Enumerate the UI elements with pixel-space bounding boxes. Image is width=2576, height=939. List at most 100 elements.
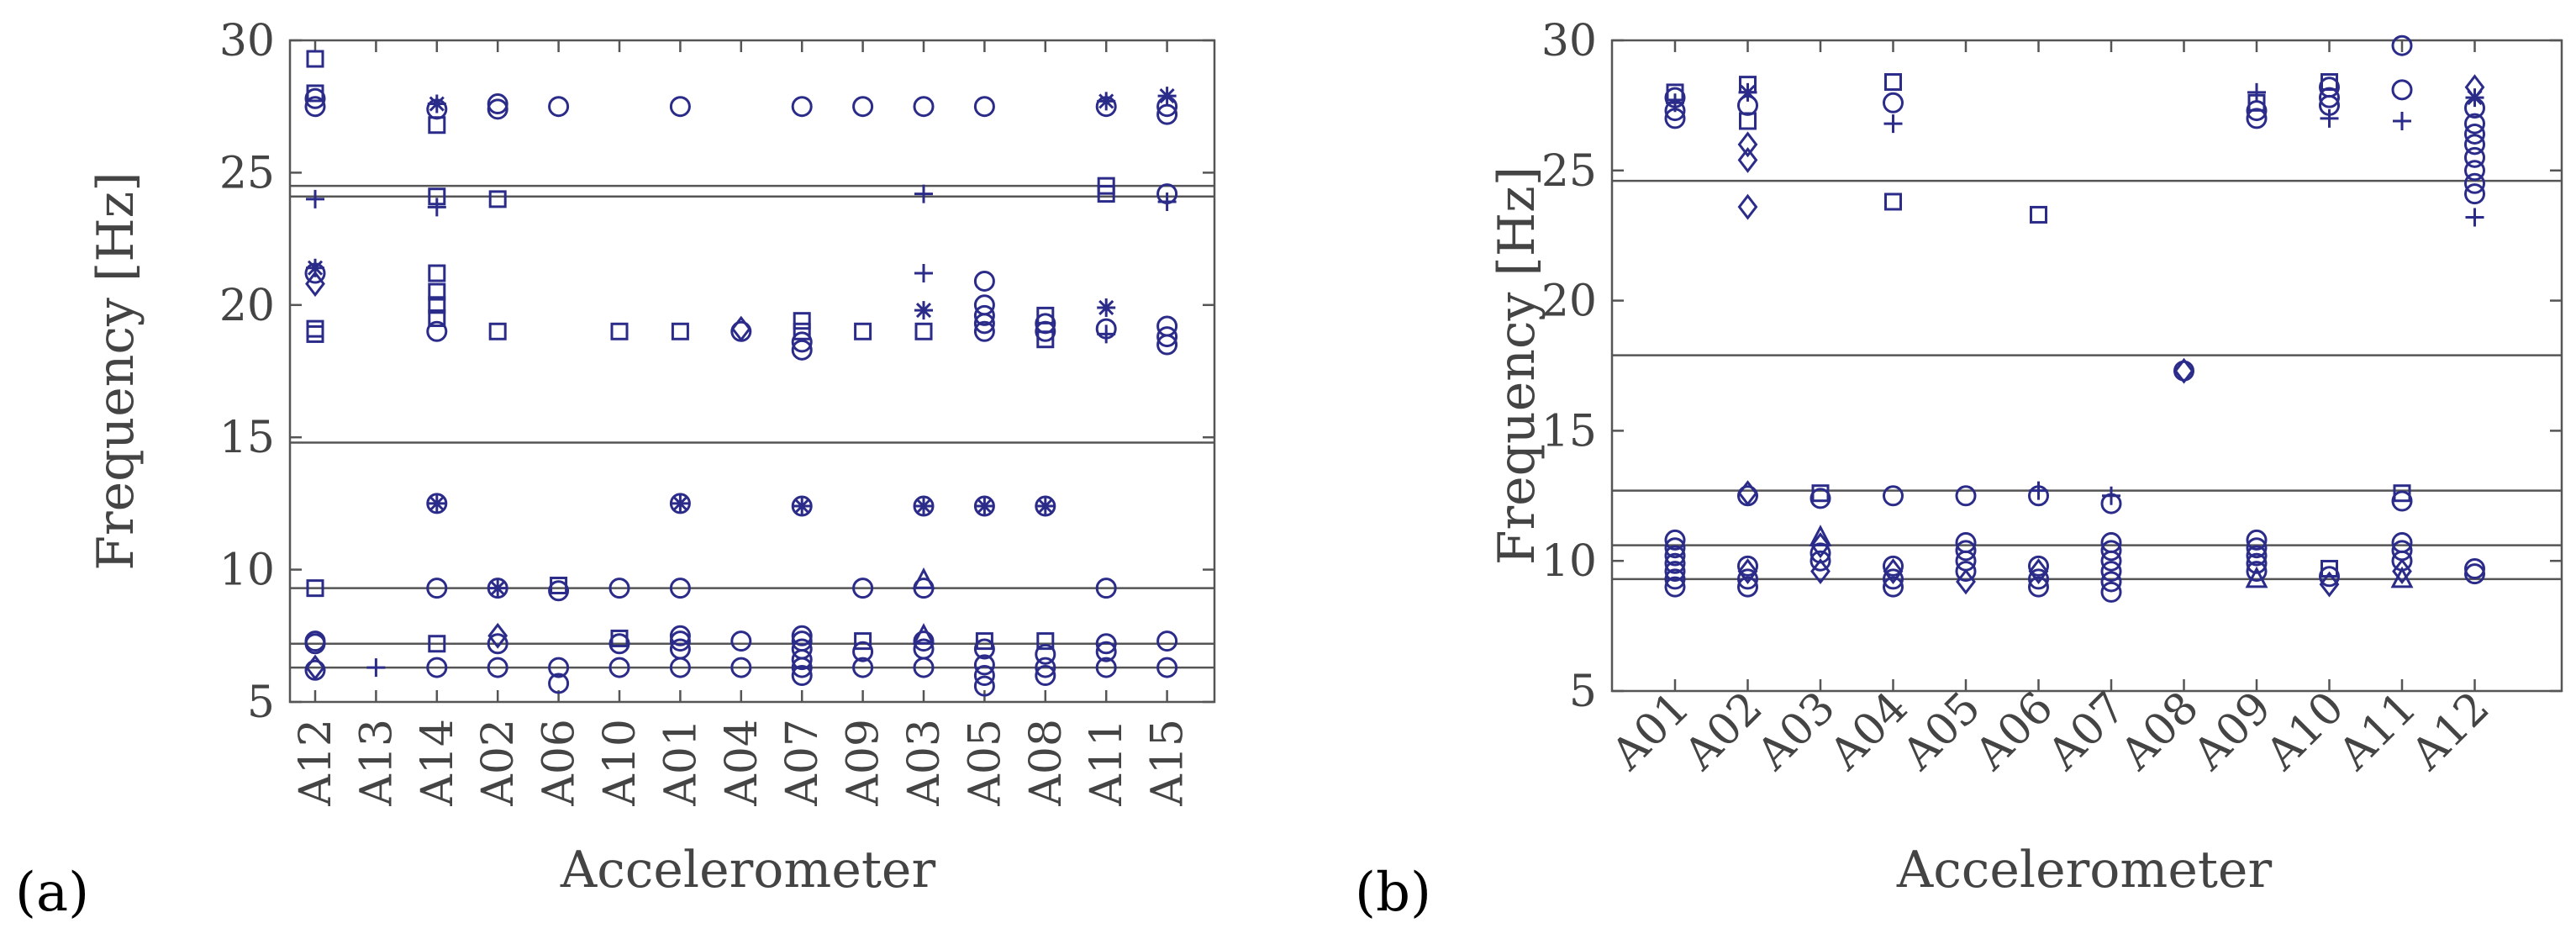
data-point	[1666, 83, 1684, 102]
data-point	[2100, 540, 2122, 562]
x-tick-label: A01	[656, 719, 706, 807]
data-point	[854, 322, 872, 340]
data-point	[1095, 578, 1117, 599]
data-point	[1883, 92, 1904, 113]
x-tick-label: A12	[2401, 683, 2499, 780]
data-point	[1156, 183, 1178, 205]
data-point	[914, 301, 933, 320]
data-point	[2391, 540, 2413, 562]
data-point	[2391, 532, 2413, 554]
data-point	[1737, 568, 1758, 590]
data-point	[2464, 74, 2485, 101]
panel-label: (a)	[15, 862, 89, 924]
data-point	[1095, 657, 1117, 678]
data-point	[2391, 34, 2413, 56]
x-tick-label: A15	[1143, 719, 1193, 807]
data-point	[1664, 537, 1686, 559]
data-point	[669, 578, 691, 599]
x-axis-title: Accelerometer	[1896, 841, 2273, 899]
data-point	[306, 189, 324, 208]
data-point	[730, 630, 752, 652]
data-point	[487, 622, 508, 649]
y-tick-label: 15	[1541, 406, 1597, 456]
y-tick-label: 20	[1541, 277, 1597, 327]
data-point	[1664, 576, 1686, 598]
data-point	[306, 258, 324, 277]
x-tick-label: A09	[839, 719, 889, 807]
data-point	[730, 315, 751, 342]
data-point	[1156, 630, 1178, 652]
data-point	[1737, 558, 1758, 585]
data-point	[487, 93, 508, 115]
data-point	[304, 630, 326, 652]
data-point	[2319, 76, 2340, 98]
data-point	[1955, 540, 1977, 562]
y-axis-title: Frequency [Hz]	[87, 171, 145, 570]
data-point	[973, 96, 995, 118]
data-point	[2030, 205, 2047, 224]
data-point	[610, 322, 629, 340]
data-point	[1664, 568, 1686, 590]
data-point	[914, 497, 933, 516]
data-point	[669, 630, 691, 652]
data-point	[2247, 82, 2266, 102]
data-point	[1097, 177, 1115, 195]
x-tick-label: A14	[413, 719, 463, 807]
x-tick-label: A03	[1747, 683, 1845, 780]
data-point	[852, 578, 874, 599]
data-point	[1156, 103, 1178, 125]
data-point	[730, 657, 752, 678]
data-point	[973, 638, 995, 660]
data-point	[2464, 113, 2485, 135]
data-point	[973, 294, 995, 316]
data-point	[306, 84, 324, 103]
x-tick-label: A08	[1021, 719, 1072, 807]
data-point	[973, 675, 995, 697]
y-tick-label: 20	[219, 281, 275, 331]
data-point	[1955, 561, 1977, 583]
data-point	[791, 630, 813, 652]
y-tick-label: 5	[1569, 667, 1597, 717]
data-point	[1737, 576, 1758, 598]
data-point	[1883, 568, 1904, 590]
data-point	[1095, 641, 1117, 662]
x-tick-label: A10	[595, 719, 645, 807]
data-point	[610, 629, 629, 647]
data-point	[2246, 561, 2268, 583]
x-axis-title: Accelerometer	[560, 841, 936, 899]
data-point	[1035, 657, 1056, 678]
data-point	[973, 304, 995, 326]
data-point	[1737, 146, 1758, 173]
data-point	[2464, 134, 2485, 156]
data-point	[428, 282, 446, 301]
y-tick-label: 30	[1541, 16, 1597, 66]
x-tick-label: A04	[717, 719, 767, 807]
x-tick-label: A08	[2110, 683, 2208, 780]
data-point	[608, 657, 630, 678]
data-point	[1664, 561, 1686, 583]
data-point	[1097, 92, 1116, 111]
x-tick-label: A03	[899, 719, 950, 807]
data-point	[1810, 550, 1831, 572]
x-tick-label: A07	[777, 719, 828, 807]
y-tick-label: 10	[219, 546, 275, 596]
data-point	[304, 96, 326, 118]
data-point	[1095, 633, 1117, 655]
data-point	[2321, 73, 2338, 92]
x-tick-label: A07	[2038, 683, 2136, 780]
data-point	[1664, 545, 1686, 567]
x-tick-label: A02	[473, 719, 524, 807]
data-point	[1737, 131, 1758, 158]
data-point	[914, 322, 933, 340]
data-point	[852, 96, 874, 118]
data-point	[1664, 529, 1686, 551]
data-point	[2173, 360, 2194, 382]
data-point	[427, 198, 446, 217]
data-point	[1156, 326, 1178, 348]
y-tick-label: 30	[219, 16, 275, 66]
data-point	[2100, 581, 2122, 603]
data-point	[428, 187, 446, 206]
data-point	[1664, 552, 1686, 574]
data-point	[2028, 576, 2049, 598]
